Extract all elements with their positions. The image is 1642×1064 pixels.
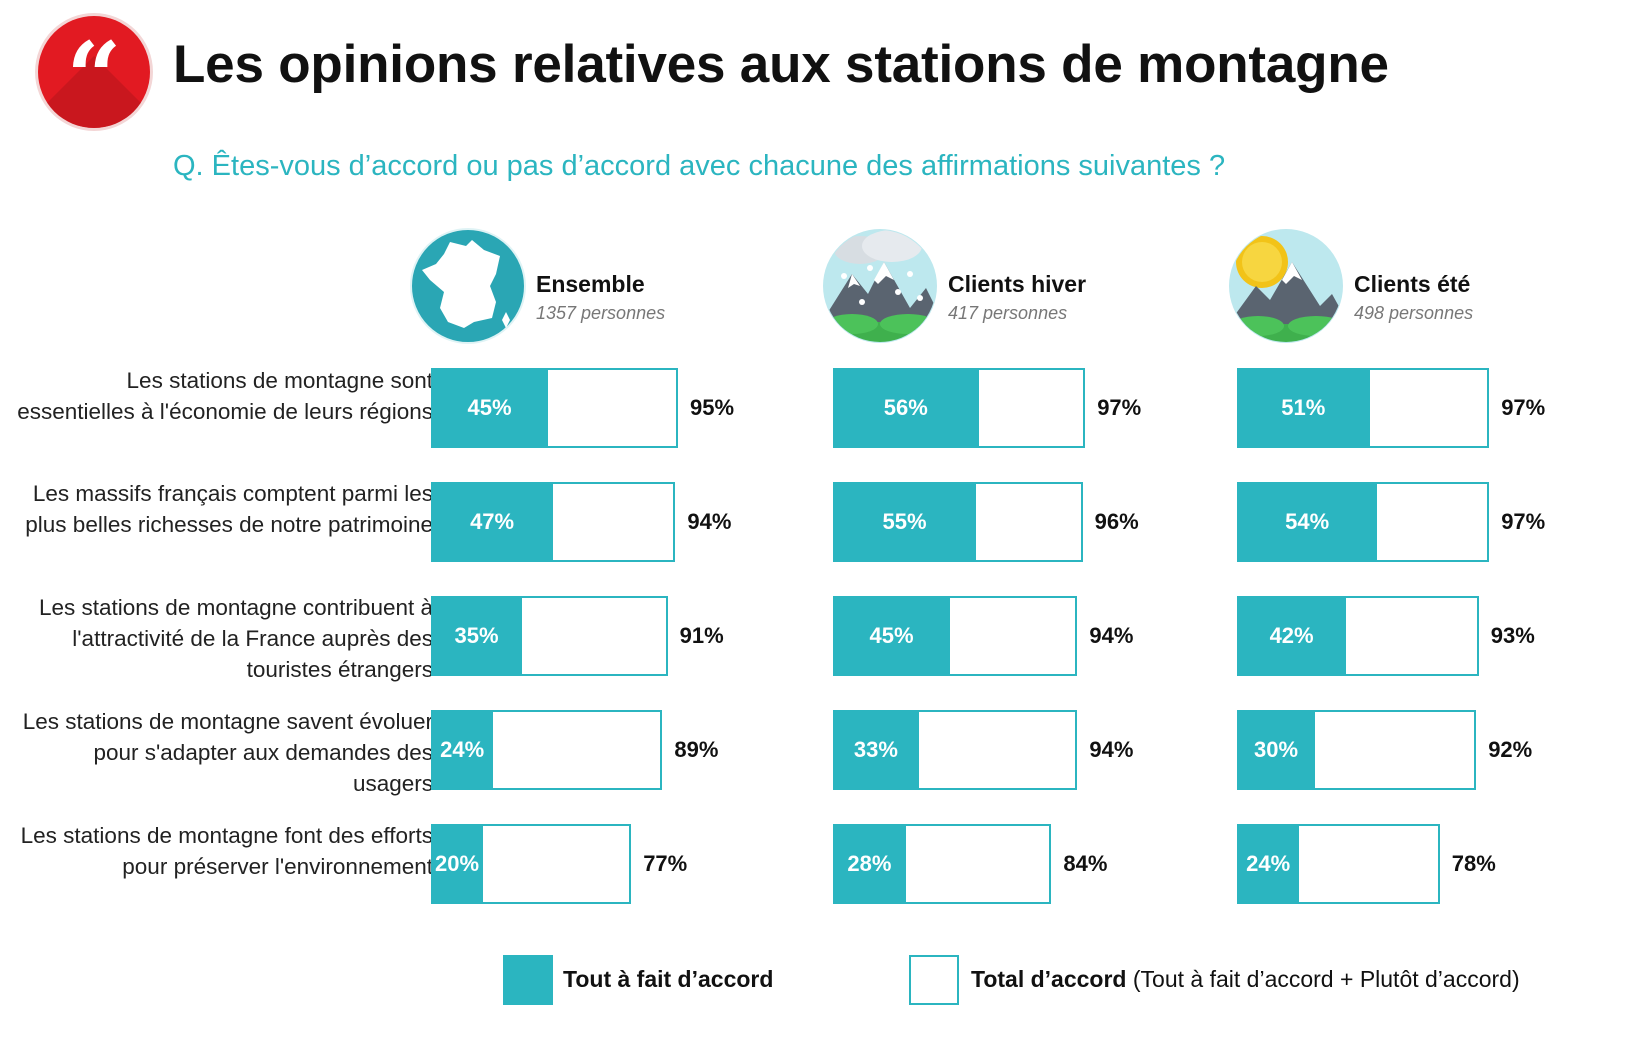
bar-tout-a-fait bbox=[431, 368, 548, 448]
bar-total-label: 96% bbox=[1094, 509, 1139, 534]
bar-tout-a-fait-label: 35% bbox=[454, 623, 499, 648]
quote-icon: “ bbox=[38, 16, 150, 128]
bar-total-label: 97% bbox=[1501, 509, 1546, 534]
bar-tout-a-fait bbox=[431, 596, 522, 676]
legend-swatch-total bbox=[909, 955, 959, 1005]
bar-tout-a-fait bbox=[833, 596, 950, 676]
row-label: Les massifs français comptent parmi les … bbox=[25, 481, 433, 537]
snowy-mountain-icon bbox=[823, 229, 937, 343]
bar-tout-a-fait bbox=[1237, 710, 1315, 790]
bar-total-label: 95% bbox=[690, 395, 735, 420]
bar-total-label: 78% bbox=[1451, 851, 1496, 876]
group-sample: 498 personnes bbox=[1354, 303, 1474, 323]
row-label: Les stations de montagne contribuent à l… bbox=[38, 595, 433, 682]
group-name: Ensemble bbox=[536, 271, 645, 297]
bar-tout-a-fait-label: 51% bbox=[1281, 395, 1326, 420]
sunny-mountain-icon bbox=[1229, 229, 1343, 343]
bar-tout-a-fait bbox=[1237, 824, 1300, 904]
bar-tout-a-fait bbox=[833, 824, 906, 904]
bar-total-label: 94% bbox=[1089, 623, 1134, 648]
bar-total-label: 91% bbox=[679, 623, 724, 648]
bar-tout-a-fait bbox=[1237, 368, 1370, 448]
bar-tout-a-fait bbox=[1237, 596, 1347, 676]
row-label: Les stations de montagne savent évoluer … bbox=[22, 709, 433, 796]
bar-tout-a-fait bbox=[1237, 482, 1378, 562]
bar-tout-a-fait bbox=[431, 824, 483, 904]
legend-swatch-tout-a-fait bbox=[503, 955, 553, 1005]
group-sample: 417 personnes bbox=[948, 303, 1068, 323]
legend-label-total: Total d’accord (Tout à fait d’accord + P… bbox=[971, 966, 1520, 992]
bar-tout-a-fait-label: 24% bbox=[1246, 851, 1291, 876]
bar-total-label: 84% bbox=[1063, 851, 1108, 876]
bar-tout-a-fait-label: 24% bbox=[440, 737, 485, 762]
page-title: Les opinions relatives aux stations de m… bbox=[173, 35, 1389, 94]
bar-tout-a-fait-label: 54% bbox=[1285, 509, 1330, 534]
bar-total-label: 94% bbox=[1089, 737, 1134, 762]
bar-tout-a-fait bbox=[833, 482, 976, 562]
legend-label-tout-a-fait: Tout à fait d’accord bbox=[563, 966, 774, 992]
bar-tout-a-fait-label: 45% bbox=[467, 395, 512, 420]
bar-total-label: 92% bbox=[1488, 737, 1533, 762]
bar-tout-a-fait bbox=[431, 482, 554, 562]
bar-tout-a-fait-label: 33% bbox=[853, 737, 898, 762]
bar-total-label: 77% bbox=[643, 851, 688, 876]
bar-total-label: 97% bbox=[1501, 395, 1546, 420]
bar-tout-a-fait-label: 45% bbox=[869, 623, 914, 648]
group-sample: 1357 personnes bbox=[536, 303, 666, 323]
bar-tout-a-fait-label: 42% bbox=[1269, 623, 1314, 648]
france-map-icon bbox=[410, 228, 526, 344]
group-name: Clients été bbox=[1354, 271, 1471, 297]
bar-tout-a-fait-label: 28% bbox=[847, 851, 892, 876]
bar-total-label: 93% bbox=[1490, 623, 1535, 648]
bar-tout-a-fait-label: 47% bbox=[470, 509, 515, 534]
question-text: Q. Êtes-vous d’accord ou pas d’accord av… bbox=[173, 150, 1226, 182]
bar-tout-a-fait bbox=[431, 710, 494, 790]
bar-tout-a-fait-label: 30% bbox=[1253, 737, 1299, 762]
bar-total-label: 97% bbox=[1097, 395, 1142, 420]
bar-total-label: 94% bbox=[687, 509, 732, 534]
bar-total-label: 89% bbox=[674, 737, 719, 762]
bar-tout-a-fait-label: 56% bbox=[883, 395, 928, 420]
bar-tout-a-fait-label: 20% bbox=[434, 851, 480, 876]
row-label: Les stations de montagne sont essentiell… bbox=[17, 368, 433, 424]
group-name: Clients hiver bbox=[948, 271, 1087, 297]
row-label: Les stations de montagne font des effort… bbox=[20, 823, 433, 879]
bar-tout-a-fait-label: 55% bbox=[882, 509, 927, 534]
bar-tout-a-fait bbox=[833, 368, 979, 448]
bar-tout-a-fait bbox=[833, 710, 919, 790]
